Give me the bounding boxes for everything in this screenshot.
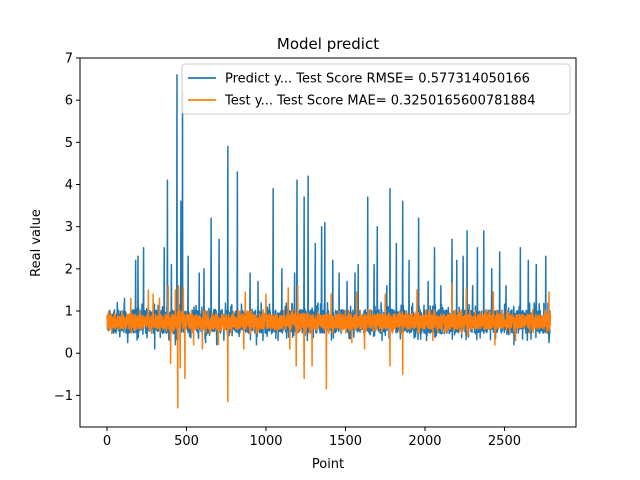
x-axis-title: Point [312, 457, 344, 472]
x-tick-label: 500 [174, 434, 199, 449]
x-tick-label: 1500 [329, 434, 362, 449]
y-tick-label: 7 [65, 52, 73, 67]
legend-label-1: Predict y... Test Score RMSE= 0.57731405… [225, 72, 530, 87]
legend: Predict y... Test Score RMSE= 0.57731405… [181, 63, 571, 115]
plot-area [106, 74, 552, 409]
y-tick-label: 0 [65, 347, 73, 362]
x-tick-label: 1000 [249, 434, 282, 449]
legend-label-2: Test y... Test Score MAE= 0.325016560078… [224, 94, 535, 109]
axes: 0 500 1000 1500 2000 2500 −1 0 1 2 3 4 5 6 7 [54, 52, 577, 449]
y-axis-title: Real value [29, 209, 44, 277]
y-tick-label: 1 [65, 305, 73, 320]
legend-box [181, 63, 571, 115]
y-tick-label: 5 [65, 136, 73, 151]
axes-frame [79, 57, 577, 428]
y-tick-label: 4 [65, 178, 73, 193]
series-line-2 [106, 282, 552, 409]
x-tick-label: 2500 [488, 434, 521, 449]
y-tick-label: 6 [65, 94, 73, 109]
x-tick-label: 2000 [408, 434, 441, 449]
y-tick-label: −1 [54, 389, 73, 404]
chart-title: Model predict [277, 35, 379, 53]
y-tick-label: 2 [65, 262, 73, 277]
x-tick-label: 0 [103, 434, 111, 449]
y-tick-label: 3 [65, 220, 73, 235]
